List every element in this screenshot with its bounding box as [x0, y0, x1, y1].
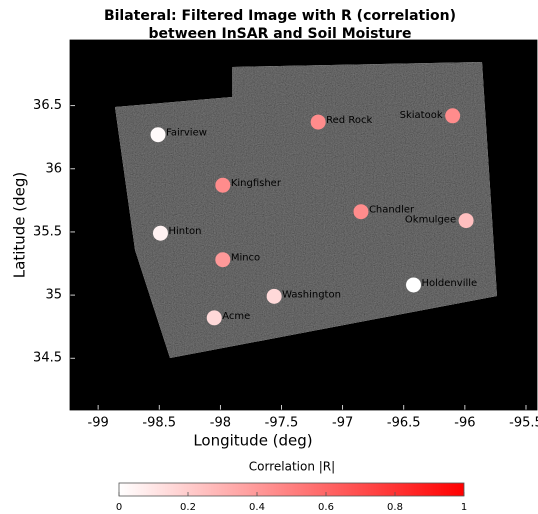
station-label: Okmulgee	[405, 215, 456, 226]
station-label: Fairview	[166, 128, 207, 139]
y-tick-label: 36	[45, 161, 62, 176]
colorbar-label: Correlation |R|	[249, 460, 335, 474]
station-marker	[153, 226, 168, 241]
colorbar-tick-label: 0.2	[180, 502, 196, 513]
x-tick-label: -97	[332, 416, 353, 431]
station-label: Minco	[231, 253, 260, 264]
y-axis-label: Latitude (deg)	[11, 172, 29, 278]
station-label: Hinton	[168, 226, 201, 237]
station-marker	[445, 108, 460, 123]
colorbar-tick-label: 1	[461, 502, 467, 513]
x-axis-label: Longitude (deg)	[193, 432, 312, 450]
colorbar-tick-label: 0.4	[249, 502, 265, 513]
station-marker	[215, 252, 230, 267]
station-label: Acme	[222, 311, 250, 322]
chart-title: Bilateral: Filtered Image with R (correl…	[104, 8, 456, 24]
station-marker	[311, 115, 326, 130]
x-tick-label: -98	[210, 416, 231, 431]
station-marker	[267, 289, 282, 304]
y-tick-label: 35	[45, 288, 62, 303]
x-tick-label: -96.5	[387, 416, 421, 431]
x-tick-label: -99	[88, 416, 109, 431]
x-tick-label: -98.5	[142, 416, 176, 431]
colorbar-tick-label: 0	[116, 502, 122, 513]
station-label: Kingfisher	[231, 178, 282, 189]
station-marker	[151, 127, 166, 142]
x-tick-label: -96	[454, 416, 475, 431]
y-tick-label: 36.5	[33, 98, 62, 113]
colorbar	[119, 483, 464, 496]
station-marker	[215, 178, 230, 193]
station-marker	[353, 204, 368, 219]
y-tick-label: 35.5	[33, 224, 62, 239]
station-label: Washington	[282, 289, 341, 300]
colorbar-tick-label: 0.6	[318, 502, 334, 513]
x-tick-label: -97.5	[265, 416, 299, 431]
station-marker	[406, 277, 421, 292]
y-tick-label: 34.5	[33, 351, 62, 366]
x-tick-label: -95.5	[509, 416, 538, 431]
station-label: Holdenville	[422, 278, 478, 289]
station-label: Skiatook	[400, 110, 443, 121]
station-marker	[459, 213, 474, 228]
station-marker	[207, 310, 222, 325]
station-label: Red Rock	[326, 115, 372, 126]
colorbar-tick-label: 0.8	[387, 502, 403, 513]
chart: Bilateral: Filtered Image with R (correl…	[0, 0, 538, 514]
